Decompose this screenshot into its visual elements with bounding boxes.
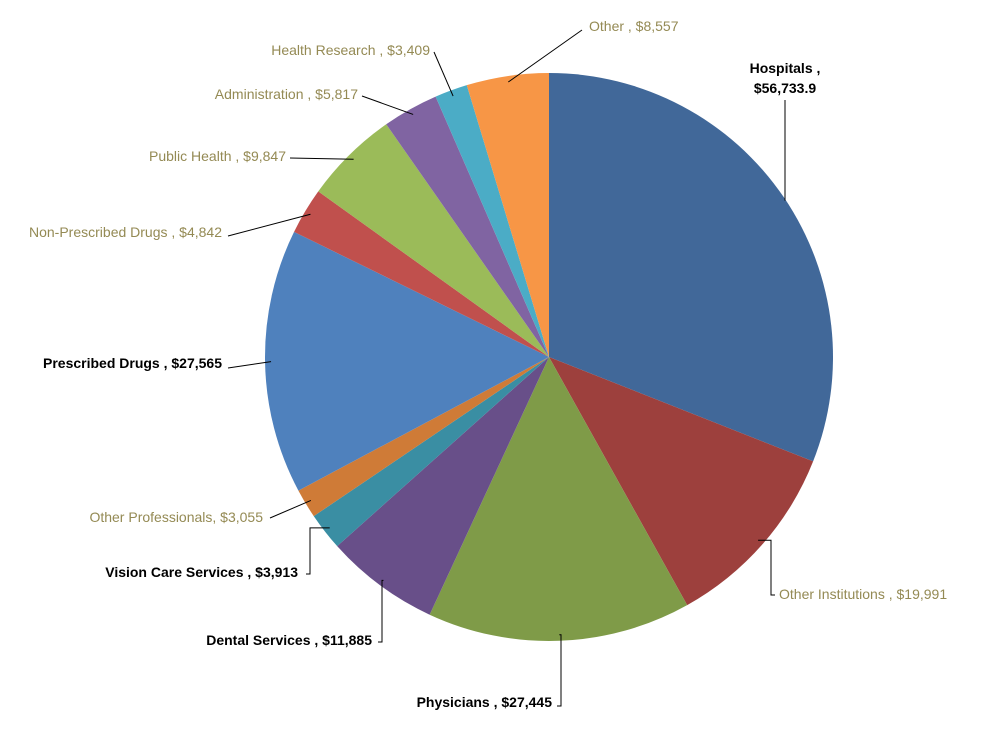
leader-line xyxy=(227,361,272,369)
label-non-prescribed-drugs: Non-Prescribed Drugs , $4,842 xyxy=(29,224,222,240)
label-prescribed-drugs: Prescribed Drugs , $27,565 xyxy=(43,355,222,371)
pie-slice-dental-services xyxy=(337,357,549,615)
leader-line xyxy=(378,579,384,643)
pie-slice-physicians xyxy=(429,357,688,641)
label-vision-care: Vision Care Services , $3,913 xyxy=(105,564,298,580)
pie-slice-prescribed-drugs xyxy=(264,231,549,491)
pie-slice-hospitals xyxy=(549,73,833,462)
leader-line xyxy=(508,29,583,83)
pie-slice-administration xyxy=(386,96,549,357)
pie-slice-other xyxy=(466,73,549,357)
pie-slice-public-health xyxy=(318,124,549,357)
pie-slice-non-prescribed-drugs xyxy=(294,191,549,357)
label-other-institutions: Other Institutions , $19,991 xyxy=(779,586,947,602)
label-hospitals: Hospitals , xyxy=(750,60,821,76)
label-health-research: Health Research , $3,409 xyxy=(271,42,430,58)
leader-line xyxy=(269,500,312,519)
leader-line xyxy=(227,213,311,237)
leader-line xyxy=(361,95,414,115)
leader-line xyxy=(557,634,562,707)
leader-line xyxy=(289,157,354,160)
leader-line xyxy=(758,539,775,596)
leader-line xyxy=(433,51,454,97)
label-hospitals-value: $56,733.9 xyxy=(754,80,816,96)
label-public-health: Public Health , $9,847 xyxy=(149,148,286,164)
data-labels: Hospitals , $56,733.9 Other Institutions… xyxy=(29,18,947,710)
pie-slices xyxy=(264,73,833,641)
label-physicians: Physicians , $27,445 xyxy=(417,694,553,710)
pie-slice-other-professionals xyxy=(298,357,549,517)
leader-line xyxy=(306,527,330,575)
label-other: Other , $8,557 xyxy=(589,18,679,34)
pie-slice-vision-care-services xyxy=(313,357,549,547)
label-dental-services: Dental Services , $11,885 xyxy=(206,632,372,648)
leader-lines xyxy=(227,29,786,707)
pie-slice-health-research xyxy=(435,85,549,357)
pie-slice-other-institutions xyxy=(549,357,814,606)
label-other-professionals: Other Professionals, $3,055 xyxy=(89,509,263,525)
label-administration: Administration , $5,817 xyxy=(215,86,358,102)
